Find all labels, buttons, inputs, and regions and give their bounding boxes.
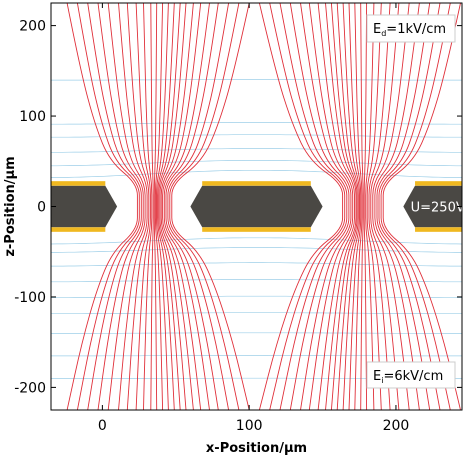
copper-bottom [51, 227, 106, 232]
field-line [160, 3, 194, 410]
field-line [97, 3, 144, 410]
field-line [258, 3, 344, 410]
annotations: Ed=1kV/cm Ei=6kV/cm [366, 14, 456, 389]
field-line [366, 3, 382, 410]
field-line [171, 3, 250, 410]
equipotential-line [51, 295, 462, 299]
electrodes: U=250V [51, 181, 464, 232]
y-axis-title: z-Position/µm [3, 156, 18, 256]
field-line [289, 3, 350, 410]
field-line [374, 3, 420, 410]
field-line [162, 3, 202, 410]
field-line [159, 3, 187, 410]
y-tick-label: 200 [19, 19, 46, 35]
induction-field-symbol: E [373, 369, 381, 384]
copper-bottom [202, 227, 311, 232]
field-line [169, 3, 240, 410]
field-line [165, 3, 219, 410]
field-line [300, 3, 352, 410]
field-line [365, 3, 375, 410]
field-line [157, 3, 175, 410]
drift-field-subscript: d [381, 29, 386, 38]
field-line [380, 3, 451, 410]
field-line [363, 3, 368, 410]
equipotential-line [51, 148, 462, 153]
equipotential-line [51, 169, 462, 178]
field-line [368, 3, 391, 410]
axes: 0 100 200 -200 -100 0 100 200 x-Position/µm z-Pos… [3, 2, 463, 456]
field-line [150, 3, 154, 410]
field-line [372, 3, 410, 410]
field-line [135, 3, 151, 410]
field-line [66, 3, 138, 410]
equipotential-line [51, 262, 462, 267]
equipotential-line [51, 134, 462, 138]
field-line [154, 3, 164, 410]
field-line [360, 3, 364, 410]
induction-field-box: Ei=6kV/cm [366, 361, 456, 389]
equipotential-line [51, 312, 462, 315]
y-tick-label: -200 [14, 380, 46, 396]
field-line [279, 3, 348, 410]
field-line [325, 3, 357, 410]
y-tick-label: -100 [14, 290, 46, 306]
drift-field-symbol: E [373, 22, 381, 37]
field-line [378, 3, 441, 410]
field-line [382, 3, 461, 410]
electrode-body [51, 185, 118, 228]
field-line [167, 3, 230, 410]
equipotential-line [51, 79, 462, 81]
field-line [153, 3, 158, 410]
field-line [370, 3, 400, 410]
induction-field-value: =6kV/cm [383, 369, 443, 384]
x-tick-label: 200 [383, 418, 410, 434]
voltage-label: U=250V [411, 201, 464, 216]
drift-field-box: Ed=1kV/cm [366, 14, 456, 43]
field-line [118, 3, 148, 410]
x-axis-title: x-Position/µm [206, 441, 307, 456]
svg-text:Ei=6kV/cm: Ei=6kV/cm [373, 369, 443, 385]
equipotential-line [51, 332, 462, 334]
electrode-body [403, 185, 462, 228]
equipotential-line [51, 237, 462, 245]
copper-bottom [415, 227, 462, 232]
field-line [342, 3, 360, 410]
field-line [269, 3, 346, 410]
field-line [317, 3, 355, 410]
field-line [163, 3, 210, 410]
field-line [76, 3, 140, 410]
field-line [156, 3, 169, 410]
copper-top [51, 181, 106, 186]
copper-top [415, 181, 462, 186]
y-tick-label: 0 [37, 200, 46, 216]
equipotential-line [51, 122, 462, 125]
copper-top [202, 181, 311, 186]
drift-field-value: =1kV/cm [386, 22, 446, 37]
field-line [354, 3, 363, 410]
field-line [87, 3, 142, 410]
field-line [336, 3, 359, 410]
field-line [107, 3, 146, 410]
field-lines [66, 3, 461, 410]
field-line [348, 3, 362, 410]
field-line [158, 3, 181, 410]
field-line [308, 3, 354, 410]
field-line [126, 3, 150, 410]
y-tick-label: 100 [19, 109, 46, 125]
induction-field-subscript: i [381, 376, 383, 385]
field-line [143, 3, 153, 410]
x-tick-label: 0 [98, 418, 107, 434]
field-line [330, 3, 358, 410]
electrode-body [190, 185, 323, 228]
field-line [376, 3, 431, 410]
x-tick-label: 100 [236, 418, 263, 434]
svg-text:Ed=1kV/cm: Ed=1kV/cm [373, 22, 446, 38]
